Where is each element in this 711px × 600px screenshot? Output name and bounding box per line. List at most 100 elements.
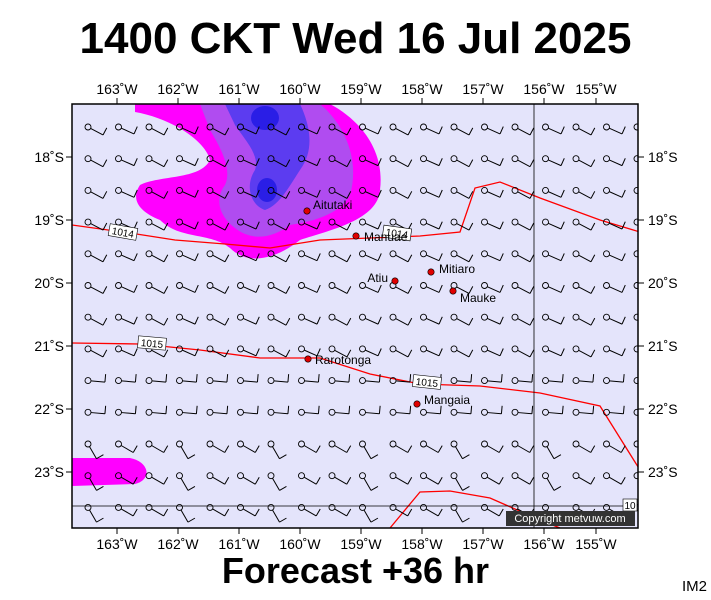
frame-ticks	[66, 98, 644, 534]
wind-barb-shaft	[517, 349, 531, 358]
wind-station-circle	[84, 186, 92, 194]
wind-station-circle	[84, 503, 92, 511]
wind-barb-shaft	[640, 192, 652, 199]
wind-barb-flag	[370, 485, 379, 491]
wind-station-circle	[176, 282, 183, 289]
wind-barb-shaft	[395, 412, 410, 415]
wind-barb-shaft	[486, 476, 500, 485]
wind-barb-shaft	[334, 380, 349, 383]
wind-station-circle	[237, 440, 244, 448]
wind-station-circle	[572, 503, 580, 511]
wind-station-circle	[511, 250, 519, 258]
wind-barb-shaft	[212, 445, 225, 453]
wind-station-circle	[572, 345, 580, 353]
lon-label: 163˚W	[96, 81, 138, 97]
lon-label: 163˚W	[96, 536, 138, 552]
wind-barb-shaft	[426, 412, 441, 415]
wind-station-circle	[359, 123, 366, 131]
wind-barb-shaft	[365, 254, 379, 262]
wind-barb-shaft	[548, 191, 562, 198]
wind-barb-flag	[279, 517, 287, 523]
wind-barb-flag	[285, 349, 291, 358]
wind-barb-flag	[133, 126, 138, 135]
wind-barb-flag	[346, 159, 352, 167]
wind-barb-flag	[590, 445, 596, 453]
lon-label: 160˚W	[279, 81, 321, 97]
wind-barb-shaft	[121, 286, 135, 293]
wind-barb-flag	[561, 405, 564, 414]
lat-label: 22˚S	[648, 401, 678, 417]
wind-barb-flag	[254, 508, 260, 517]
wind-station-circle	[298, 155, 305, 163]
wind-barb-shaft	[517, 380, 532, 383]
wind-station-circle	[84, 313, 92, 321]
wind-station-circle	[420, 155, 427, 163]
wind-barb-shaft	[609, 317, 623, 325]
wind-station-circle	[572, 250, 580, 258]
wind-station-circle	[542, 503, 549, 511]
lon-label: 161˚W	[218, 536, 260, 552]
wind-station-circle	[298, 408, 305, 416]
wind-station-circle	[328, 250, 336, 258]
wind-station-circle	[267, 377, 275, 385]
wind-station-circle	[115, 503, 122, 511]
wind-station-circle	[420, 440, 427, 448]
wind-barb-shaft	[304, 127, 318, 135]
wind-barb-shaft	[242, 445, 256, 453]
wind-barb-flag	[348, 374, 351, 383]
wind-barb-shaft	[304, 380, 319, 383]
wind-barb-flag	[407, 445, 413, 453]
wind-barb-flag	[499, 316, 504, 325]
wind-station-circle	[206, 440, 214, 448]
wind-barb-shaft	[90, 127, 104, 136]
wind-barb-shaft	[517, 254, 531, 263]
lat-labels-right: 18˚S 19˚S 20˚S 21˚S 22˚S 23˚S	[648, 149, 678, 480]
wind-station-circle	[267, 186, 275, 194]
wind-barb-flag	[377, 253, 382, 261]
wind-station-circle	[328, 440, 336, 448]
wind-station-circle	[542, 186, 549, 194]
wind-barb-shaft	[426, 286, 440, 293]
wind-station-circle	[328, 472, 336, 480]
wind-station-circle	[633, 155, 638, 163]
wind-barb-flag	[165, 374, 168, 383]
wind-barb-shaft	[517, 445, 530, 453]
wind-station-circle	[633, 408, 638, 416]
wind-barb-shaft	[242, 508, 256, 517]
wind-barb-flag	[315, 508, 321, 517]
wind-barb-flag	[287, 405, 290, 414]
wind-barb-shaft	[455, 509, 463, 523]
wind-barb-shaft	[425, 476, 439, 485]
wind-barb-shaft	[121, 191, 135, 198]
wind-barb-flag	[224, 191, 230, 199]
wind-station-circle	[420, 472, 427, 480]
wind-barb-flag	[346, 127, 352, 136]
image-code-label: IM2	[681, 578, 707, 595]
wind-station-circle	[237, 250, 244, 258]
wind-station-circle	[145, 218, 153, 226]
wind-station-circle	[359, 186, 366, 194]
wind-barb-flag	[500, 405, 503, 414]
wind-barb-flag	[590, 286, 596, 294]
wind-barb-shaft	[640, 381, 654, 382]
wind-barb-flag	[194, 158, 199, 166]
wind-barb-shaft	[151, 318, 165, 326]
wind-barb-shaft	[365, 159, 379, 167]
wind-barb-shaft	[456, 380, 471, 383]
wind-barb-shaft	[182, 380, 197, 383]
wind-barb-flag	[346, 508, 352, 517]
wind-station-circle	[206, 218, 214, 226]
wind-station-circle	[603, 155, 610, 163]
wind-barb-shaft	[180, 478, 189, 491]
wind-station-circle	[603, 313, 610, 321]
wind-station-circle	[206, 313, 214, 321]
wind-barb-flag	[255, 253, 260, 261]
wind-barb-shaft	[212, 254, 226, 263]
wind-barb-shaft	[212, 380, 227, 383]
wind-station-circle	[298, 472, 305, 480]
wind-station-circle	[481, 313, 488, 321]
wind-barb-shaft	[395, 445, 408, 453]
wind-barb-flag	[285, 159, 291, 167]
wind-station-circle	[572, 408, 580, 416]
wind-station-circle	[511, 503, 519, 511]
